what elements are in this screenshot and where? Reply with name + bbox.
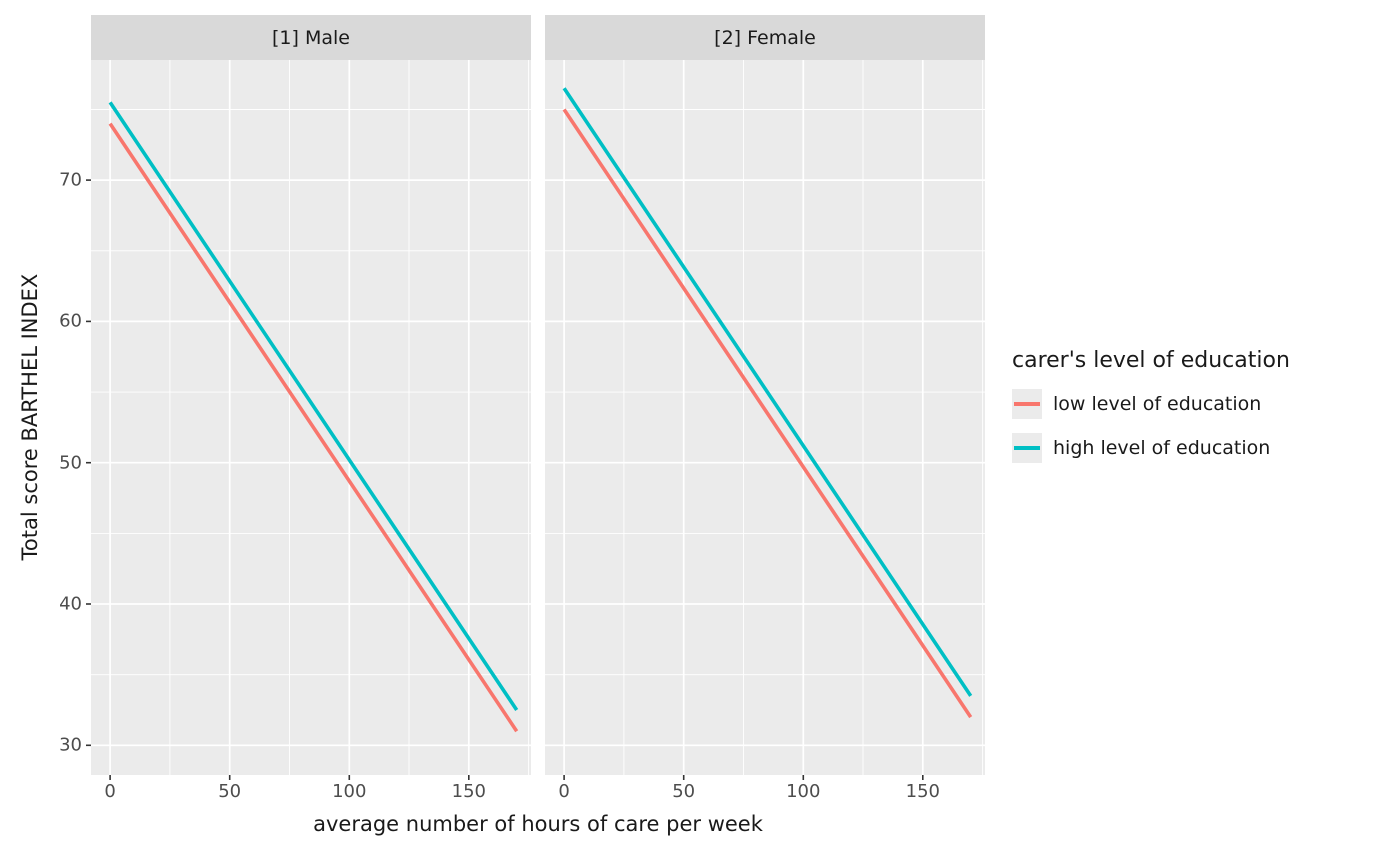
x-tick-label: 50 [218, 781, 242, 802]
legend-entry-high: high level of education [1012, 433, 1392, 463]
legend-key-line-low-icon [1014, 402, 1040, 406]
facet-plot-svg [545, 60, 985, 780]
panel-male [86, 60, 531, 780]
facet-strip-female: [2] Female [545, 15, 985, 60]
x-tick-label: 100 [786, 781, 821, 802]
y-axis-title: Total score BARTHEL INDEX [18, 273, 42, 561]
facet-strip-female-label: [2] Female [714, 26, 816, 49]
line-series [108, 101, 519, 712]
legend-title: carer's level of education [1012, 348, 1290, 373]
x-tick-label: 0 [558, 781, 570, 802]
y-tick-label: 30 [59, 734, 82, 756]
y-tick-label: 50 [59, 452, 82, 474]
x-tick-label: 0 [104, 781, 116, 802]
x-tick-label: 150 [451, 781, 486, 802]
x-tick-label: 100 [332, 781, 367, 802]
legend-entry-low: low level of education [1012, 389, 1392, 419]
facet-strip-male-label: [1] Male [272, 26, 350, 49]
panel-female [545, 60, 985, 780]
legend-label-high: high level of education [1053, 437, 1271, 459]
y-tick-label: 70 [59, 169, 82, 191]
x-axis-title: average number of hours of care per week [313, 812, 763, 836]
x-tick-label: 50 [672, 781, 696, 802]
legend-label-low: low level of education [1053, 393, 1262, 415]
legend-key-low [1012, 389, 1042, 419]
y-tick-label: 40 [59, 593, 82, 615]
line-series [562, 108, 973, 719]
y-tick-label: 60 [59, 310, 82, 332]
legend: carer's level of education low level of … [1012, 348, 1392, 477]
line-series [562, 87, 973, 697]
legend-key-high [1012, 433, 1042, 463]
legend-key-line-high-icon [1014, 446, 1040, 450]
facet-strip-male: [1] Male [91, 15, 531, 60]
x-tick-label: 150 [905, 781, 940, 802]
line-series [108, 122, 519, 733]
facet-plot-svg [86, 60, 531, 780]
